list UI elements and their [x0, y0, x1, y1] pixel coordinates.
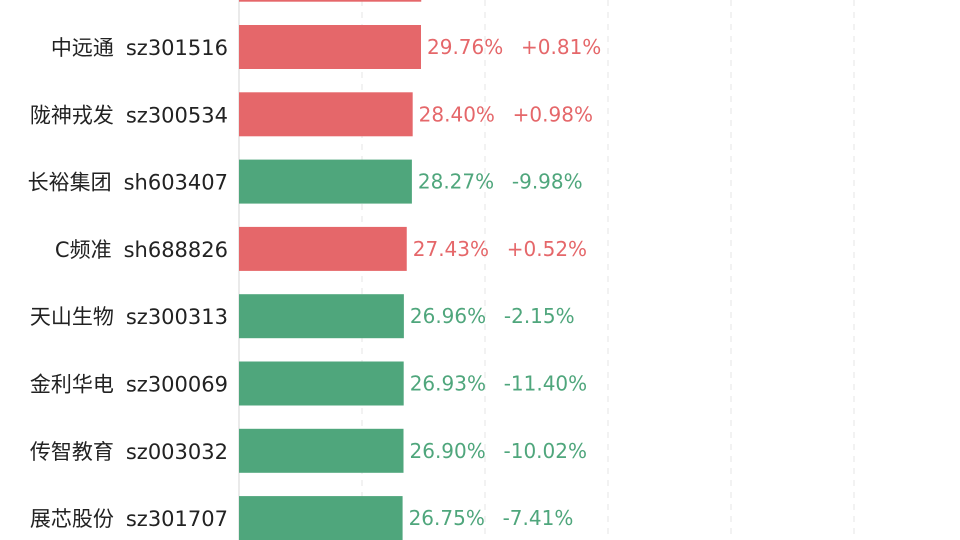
value-label: 26.90%: [410, 439, 486, 463]
category-label: C频准 sh688826: [55, 238, 228, 262]
stock-name: 传智教育: [30, 440, 114, 464]
bar: [239, 428, 404, 473]
stock-name: 金利华电: [30, 373, 114, 397]
category-label: 传智教育 sz003032: [30, 440, 228, 464]
stock-code: sh688826: [124, 238, 228, 262]
change-label: +0.81%: [521, 35, 601, 59]
value-label: 26.96%: [410, 304, 486, 328]
change-label: -11.40%: [504, 372, 587, 396]
change-label: -7.41%: [503, 506, 574, 530]
stock-name: 中远通: [51, 36, 114, 60]
bar: [239, 92, 413, 137]
value-label: 26.93%: [410, 372, 486, 396]
bar: [239, 0, 422, 2]
bar: [239, 361, 404, 406]
change-label: -2.15%: [504, 304, 575, 328]
stock-name: C频准: [55, 238, 112, 262]
stock-name: 展芯股份: [30, 507, 114, 531]
stock-name: 陇神戎发: [30, 103, 114, 127]
change-label: -9.98%: [512, 170, 583, 194]
category-label: 金利华电 sz300069: [30, 373, 228, 397]
bar: [239, 159, 412, 204]
value-label: 26.75%: [409, 506, 485, 530]
change-label: +0.98%: [513, 102, 593, 126]
change-label: -10.02%: [504, 439, 587, 463]
stock-code: sz301707: [126, 507, 228, 531]
category-label: 展芯股份 sz301707: [30, 507, 228, 531]
category-label: 陇神戎发 sz300534: [30, 103, 228, 127]
stock-code: sz300069: [126, 373, 228, 397]
value-label: 27.43%: [413, 237, 489, 261]
bar: [239, 226, 407, 271]
bar: [239, 25, 421, 69]
category-label: 天山生物 sz300313: [30, 305, 228, 329]
value-label: 29.76%: [427, 35, 503, 59]
value-label: 28.40%: [419, 102, 495, 126]
bar: [239, 496, 403, 540]
stock-code: sz003032: [126, 440, 228, 464]
bar: [239, 294, 404, 339]
stock-name: 天山生物: [30, 305, 114, 329]
stock-code: sh603407: [124, 171, 228, 195]
bars: [239, 0, 422, 540]
value-label: 28.27%: [418, 170, 494, 194]
category-label: 中远通 sz301516: [51, 36, 228, 60]
category-label: 长裕集团 sh603407: [28, 171, 228, 195]
stock-code: sz300534: [126, 103, 228, 127]
labels: 中远通 sz301516 29.76% +0.81% 陇神戎发 sz300534 28.40…: [28, 35, 602, 531]
change-label: +0.52%: [507, 237, 587, 261]
stock-code: sz300313: [126, 305, 228, 329]
stock-code: sz301516: [126, 36, 228, 60]
stock-name: 长裕集团: [28, 171, 112, 195]
